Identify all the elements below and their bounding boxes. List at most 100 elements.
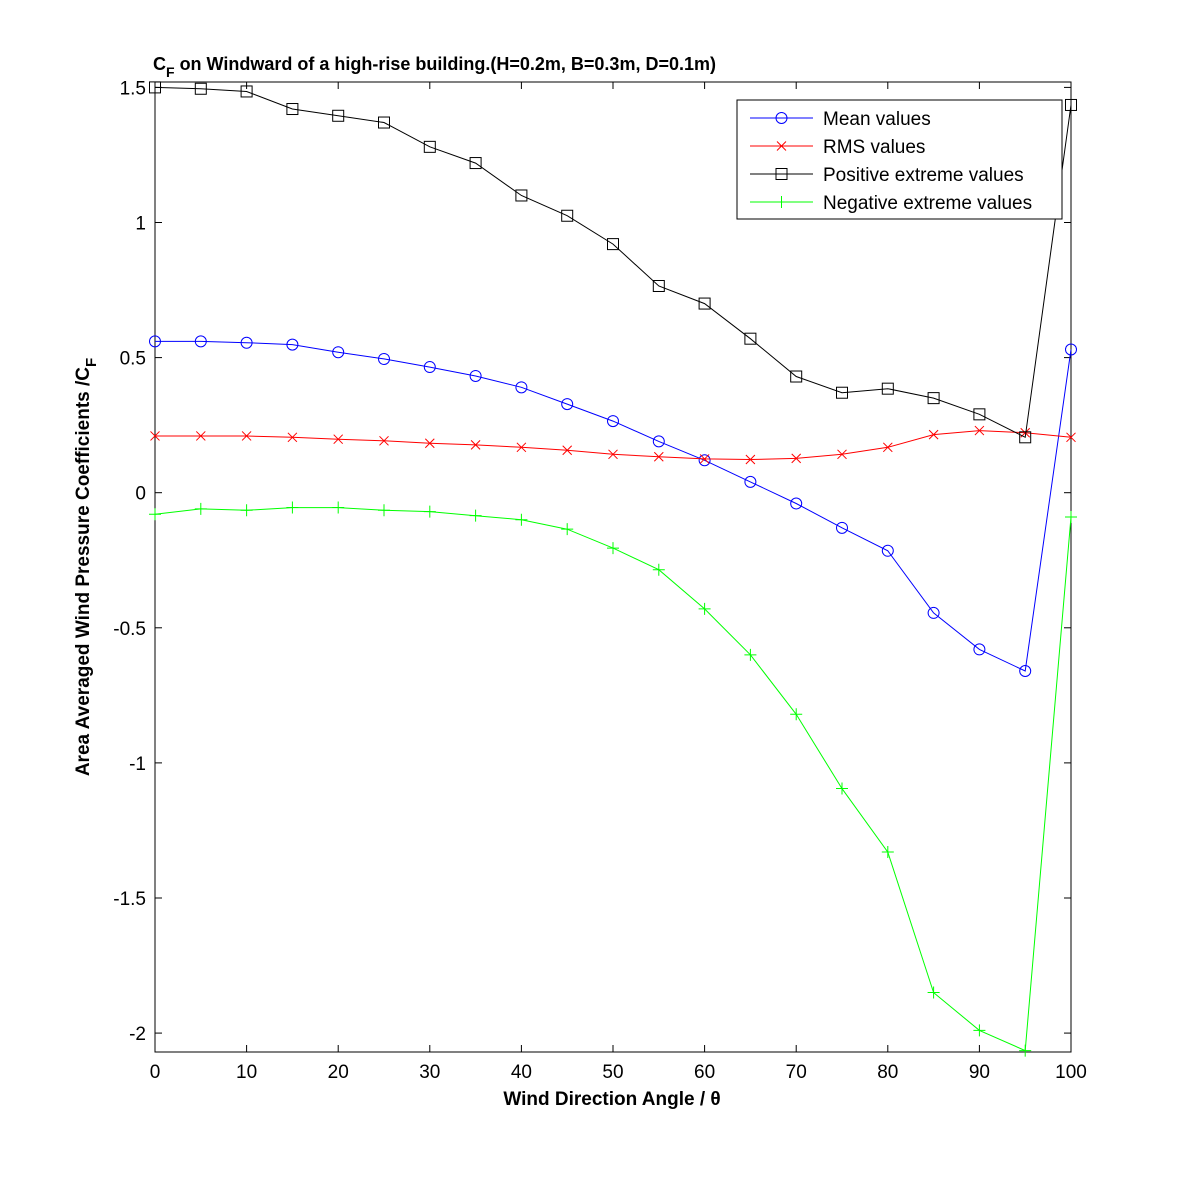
data-point	[652, 563, 665, 576]
data-point	[744, 648, 757, 661]
data-point	[469, 157, 482, 170]
data-point	[515, 189, 528, 202]
data-point	[195, 431, 206, 441]
legend-marker	[776, 141, 787, 151]
data-point	[378, 352, 390, 365]
data-point	[470, 440, 481, 450]
series-line	[155, 340, 1072, 672]
legend-marker	[775, 112, 788, 124]
data-point	[745, 454, 756, 465]
data-point	[240, 85, 253, 98]
data-point	[194, 82, 207, 95]
data-point	[653, 451, 664, 462]
data-point	[241, 431, 252, 441]
data-point	[1065, 343, 1077, 356]
legend-marker	[775, 168, 788, 180]
data-point	[744, 332, 757, 345]
data-point	[652, 279, 665, 292]
y-tick-label: 0	[135, 484, 146, 505]
legend-label: Negative extreme values	[823, 193, 1032, 214]
data-point	[561, 523, 574, 536]
data-point	[286, 103, 299, 116]
series-3	[149, 501, 1077, 1057]
data-point	[744, 475, 757, 488]
data-point	[927, 606, 940, 619]
data-point	[1065, 511, 1077, 524]
data-point	[608, 449, 618, 460]
series-line	[154, 86, 1072, 439]
legend-entry: Mean values	[750, 109, 931, 130]
data-point	[791, 453, 802, 464]
data-point	[837, 449, 847, 460]
data-point	[423, 140, 436, 153]
data-point	[790, 708, 803, 721]
data-point	[1066, 432, 1076, 443]
data-point	[561, 209, 574, 222]
data-point	[378, 116, 390, 129]
data-point	[1065, 98, 1077, 111]
data-point	[378, 504, 390, 517]
y-tick-label: -2	[129, 1024, 146, 1045]
y-tick-label: -1.5	[113, 889, 146, 910]
data-point	[332, 501, 345, 514]
data-point	[1019, 1044, 1032, 1057]
data-point	[790, 370, 803, 383]
x-tick-label: 50	[602, 1062, 623, 1083]
data-point	[928, 429, 939, 440]
series-0	[149, 335, 1077, 678]
x-tick-label: 70	[786, 1062, 807, 1083]
data-point	[652, 435, 665, 448]
data-point	[607, 415, 619, 428]
data-point	[881, 846, 894, 859]
data-point	[149, 81, 161, 94]
data-point	[469, 369, 482, 382]
y-axis-ticks: -2 -1.5 -1 -0.5 0 0.5 1 1.5	[113, 78, 1071, 1045]
data-point	[379, 435, 389, 446]
data-point	[194, 335, 207, 348]
data-point	[332, 346, 345, 359]
series-layer	[149, 81, 1077, 1057]
data-point	[607, 238, 619, 251]
legend-label: RMS values	[823, 137, 925, 158]
data-point	[515, 381, 528, 394]
plot-frame	[154, 81, 1072, 1053]
data-point	[149, 508, 161, 521]
data-point	[927, 392, 940, 405]
data-point	[240, 336, 253, 349]
data-point	[836, 521, 848, 534]
y-axis-label: Area Averaged Wind Pressure Coefficients…	[73, 358, 100, 776]
legend-entry: RMS values	[750, 137, 925, 158]
x-axis-label: Wind Direction Angle / θ	[503, 1089, 720, 1110]
data-point	[973, 643, 986, 656]
data-point	[469, 509, 482, 522]
data-point	[698, 454, 711, 467]
y-tick-label: 1	[135, 214, 146, 235]
x-tick-label: 90	[969, 1062, 990, 1083]
x-tick-label: 10	[236, 1062, 257, 1083]
legend-label: Positive extreme values	[823, 165, 1024, 186]
data-point	[698, 602, 711, 615]
data-point	[287, 432, 298, 443]
chart-title: CF on Windward of a high-rise building.(…	[153, 54, 716, 80]
data-point	[561, 398, 574, 411]
data-point	[423, 505, 436, 518]
data-point	[240, 504, 253, 517]
data-point	[973, 1024, 986, 1037]
data-point	[699, 454, 710, 464]
legend-box	[736, 99, 1063, 220]
data-point	[149, 335, 161, 348]
series-2	[149, 81, 1077, 444]
y-tick-label: 1.5	[120, 78, 146, 99]
data-point	[150, 431, 160, 441]
data-point	[836, 782, 848, 795]
series-1	[150, 425, 1076, 465]
data-point	[562, 445, 573, 456]
data-point	[423, 361, 436, 374]
legend-marker	[775, 196, 788, 208]
data-point	[881, 382, 894, 395]
data-point	[516, 442, 527, 453]
x-axis-ticks: 0 10 20 30 40 50 60 70 80 90 100	[150, 82, 1087, 1083]
data-point	[974, 425, 985, 436]
x-tick-label: 40	[511, 1062, 532, 1083]
